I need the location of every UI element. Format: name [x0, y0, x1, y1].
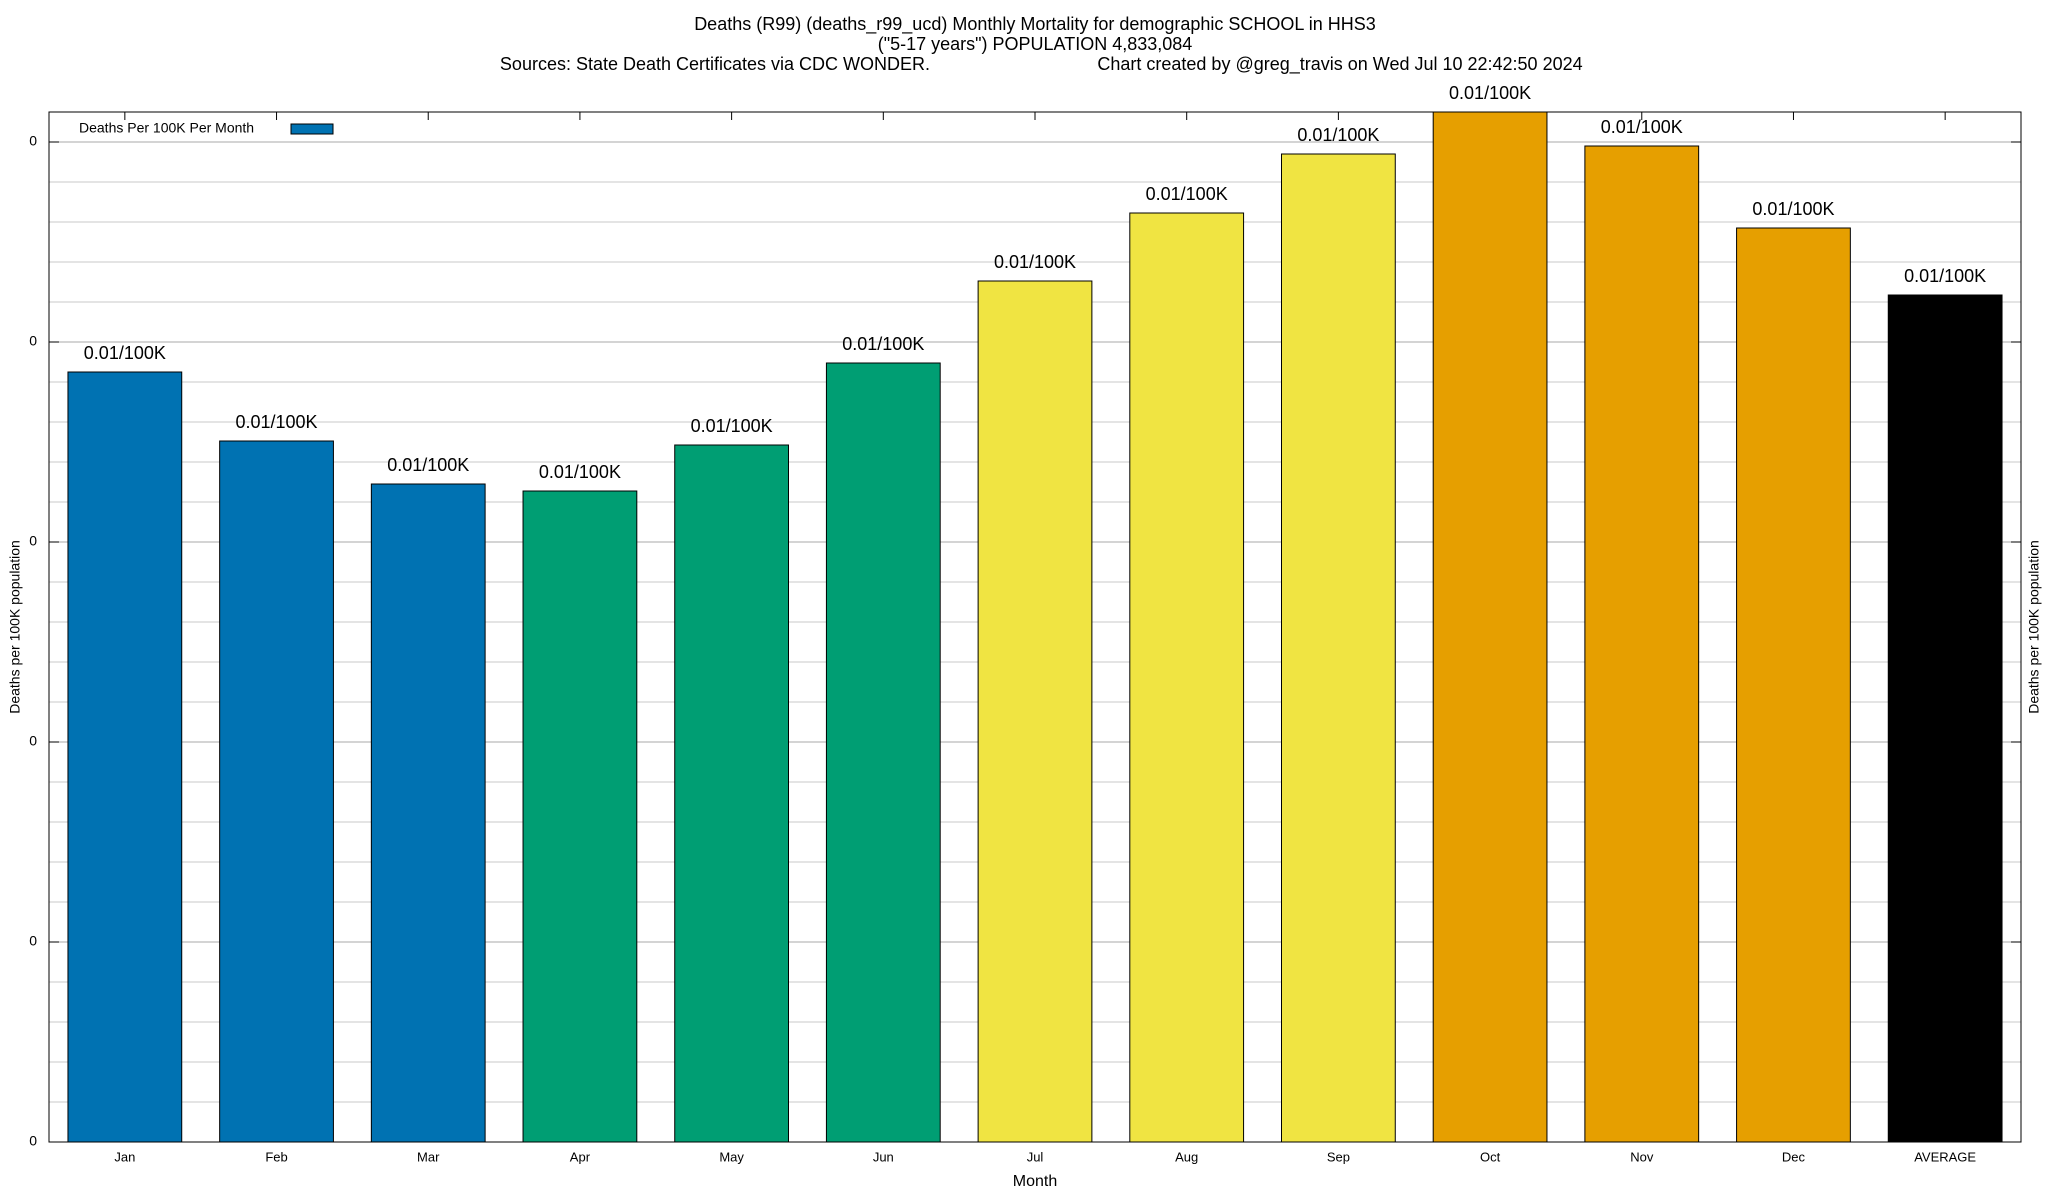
- y2-axis-label: Deaths per 100K population: [2026, 540, 2042, 714]
- x-tick-label: Nov: [1630, 1149, 1654, 1164]
- bar: [370, 483, 486, 1143]
- x-tick-label: May: [719, 1149, 744, 1164]
- x-axis-label: Month: [1013, 1173, 1057, 1190]
- x-tick-label: Jul: [1027, 1149, 1044, 1164]
- x-tick-label: Feb: [265, 1149, 287, 1164]
- bar: [219, 440, 334, 1143]
- legend-swatch: [290, 123, 334, 135]
- data-label: 0.01/100K: [842, 334, 924, 354]
- data-label: 0.01/100K: [539, 462, 621, 482]
- y-tick-label: 0: [29, 333, 37, 349]
- data-label: 0.01/100K: [235, 412, 317, 432]
- plot-border: [48, 111, 2022, 1143]
- y-tick-label: 0: [29, 1133, 37, 1149]
- data-label: 0.01/100K: [1146, 184, 1228, 204]
- x-tick-label: Sep: [1327, 1149, 1350, 1164]
- data-label: 0.01/100K: [994, 252, 1076, 272]
- y-tick-label: 0: [29, 733, 37, 749]
- source: Sources: State Death Certificates via CD…: [500, 54, 930, 74]
- bar: [977, 280, 1093, 1143]
- bar: [1129, 212, 1245, 1143]
- x-tick-label: Oct: [1480, 1149, 1501, 1164]
- y-tick-label: 0: [29, 933, 37, 949]
- bar: [825, 362, 941, 1143]
- data-label: 0.01/100K: [1297, 125, 1379, 145]
- data-label: 0.01/100K: [84, 343, 166, 363]
- data-label: 0.01/100K: [691, 416, 773, 436]
- chart-subtitle: ("5-17 years") POPULATION 4,833,084: [878, 34, 1193, 54]
- bar: [1584, 145, 1700, 1143]
- x-tick-label: Apr: [570, 1149, 591, 1164]
- y-tick-label: 0: [29, 533, 37, 549]
- bar: [674, 444, 790, 1143]
- x-tick-label: Dec: [1782, 1149, 1806, 1164]
- y-tick-label: 0: [29, 133, 37, 149]
- x-tick-label: Jan: [114, 1149, 135, 1164]
- credit: Chart created by @greg_travis on Wed Jul…: [1097, 54, 1582, 75]
- data-label: 0.01/100K: [1752, 199, 1834, 219]
- x-tick-label: Mar: [417, 1149, 440, 1164]
- data-label: 0.01/100K: [1601, 117, 1683, 137]
- bar: [1887, 294, 2003, 1143]
- x-tick-label: AVERAGE: [1914, 1149, 1976, 1164]
- data-label: 0.01/100K: [1449, 83, 1531, 103]
- data-label: 0.01/100K: [1904, 266, 1986, 286]
- bar: [1736, 227, 1851, 1143]
- x-tick-label: Jun: [873, 1149, 894, 1164]
- x-tick-label: Aug: [1175, 1149, 1198, 1164]
- bar: [1281, 153, 1396, 1143]
- y-axis-label: Deaths per 100K population: [7, 540, 23, 714]
- chart-title: Deaths (R99) (deaths_r99_ucd) Monthly Mo…: [694, 14, 1376, 35]
- bar: [67, 371, 183, 1143]
- data-label: 0.01/100K: [387, 455, 469, 475]
- bar: [522, 490, 638, 1143]
- bar: [1432, 111, 1548, 1143]
- legend-label: Deaths Per 100K Per Month: [79, 120, 254, 136]
